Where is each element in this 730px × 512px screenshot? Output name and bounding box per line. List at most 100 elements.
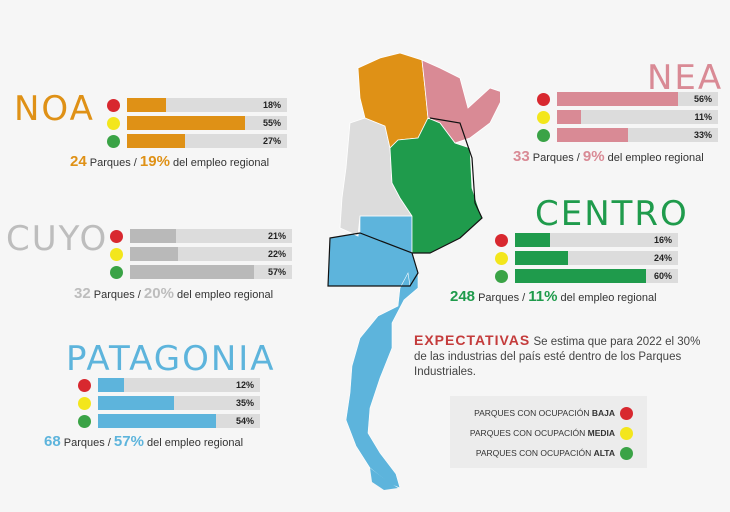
employment-pct: 9% xyxy=(582,148,605,165)
bar-track: 16% xyxy=(515,233,678,247)
occupancy-media-dot xyxy=(107,117,120,130)
bar-track: 27% xyxy=(127,134,287,148)
legend-media-dot xyxy=(620,427,633,440)
bar-label: 27% xyxy=(262,136,281,146)
bar-label: 35% xyxy=(235,398,254,408)
employment-pct: 57% xyxy=(113,433,144,450)
occupancy-baja-dot xyxy=(110,230,123,243)
region-title-patagonia: PATAGONIA xyxy=(66,339,276,379)
parks-label: Parques / xyxy=(532,152,580,164)
employment-label: del empleo regional xyxy=(560,292,657,304)
bar-label: 60% xyxy=(653,271,672,281)
parks-label: Parques / xyxy=(89,157,137,169)
occupancy-baja-dot xyxy=(78,379,91,392)
bar-track: 55% xyxy=(127,116,287,130)
bar-label: 22% xyxy=(267,249,286,259)
bar-label: 56% xyxy=(693,94,712,104)
summary-cuyo: 32 Parques / 20% del empleo regional xyxy=(74,285,273,302)
bar-nea-media xyxy=(557,110,581,124)
bar-track: 33% xyxy=(557,128,718,142)
legend-prefix: PARQUES CON OCUPACIÓN xyxy=(469,428,588,438)
expectativas-text: Se estima que para 2022 el 30% de las in… xyxy=(414,336,701,378)
parks-count: 33 xyxy=(513,148,530,165)
bar-label: 55% xyxy=(262,118,281,128)
employment-label: del empleo regional xyxy=(147,437,244,449)
legend-alta-dot xyxy=(620,447,633,460)
bar-label: 21% xyxy=(267,231,286,241)
bar-track: 21% xyxy=(130,229,292,243)
bar-track: 56% xyxy=(557,92,718,106)
bar-patagonia-baja xyxy=(98,378,125,392)
legend-baja-dot xyxy=(620,407,633,420)
parks-label: Parques / xyxy=(478,292,526,304)
occupancy-media-dot xyxy=(537,111,550,124)
summary-noa: 24 Parques / 19% del empleo regional xyxy=(70,153,269,170)
region-title-noa: NOA xyxy=(14,89,95,129)
occupancy-alta-dot xyxy=(495,270,508,283)
legend-item-alta: PARQUES CON OCUPACIÓN ALTA xyxy=(476,448,615,458)
bar-centro-media xyxy=(515,251,568,265)
parks-count: 248 xyxy=(450,288,476,305)
bar-centro-alta xyxy=(515,269,647,283)
legend-item-baja: PARQUES CON OCUPACIÓN BAJA xyxy=(474,408,615,418)
bar-patagonia-alta xyxy=(98,414,216,428)
bar-label: 57% xyxy=(267,267,286,277)
parks-label: Parques / xyxy=(63,437,111,449)
map-centro-outline xyxy=(412,117,483,254)
expectativas-block: EXPECTATIVAS Se estima que para 2022 el … xyxy=(414,333,706,380)
occupancy-alta-dot xyxy=(107,135,120,148)
legend-prefix: PARQUES CON OCUPACIÓN xyxy=(475,448,594,458)
summary-centro: 248 Parques / 11% del empleo regional xyxy=(450,288,657,305)
legend-level: MEDIA xyxy=(587,428,615,438)
bar-noa-baja xyxy=(127,98,166,112)
occupancy-media-dot xyxy=(110,248,123,261)
bar-centro-baja xyxy=(515,233,551,247)
employment-label: del empleo regional xyxy=(173,157,270,169)
occupancy-media-dot xyxy=(495,252,508,265)
bar-patagonia-media xyxy=(98,396,175,410)
region-title-centro: CENTRO xyxy=(535,194,689,234)
bar-label: 16% xyxy=(653,235,672,245)
occupancy-alta-dot xyxy=(537,129,550,142)
expectativas-title: EXPECTATIVAS xyxy=(414,332,531,348)
employment-pct: 20% xyxy=(143,285,174,302)
bar-track: 60% xyxy=(515,269,678,283)
bar-track: 22% xyxy=(130,247,292,261)
bar-track: 54% xyxy=(98,414,260,428)
summary-patagonia: 68 Parques / 57% del empleo regional xyxy=(44,433,243,450)
bar-label: 33% xyxy=(693,130,712,140)
occupancy-alta-dot xyxy=(110,266,123,279)
legend-item-media: PARQUES CON OCUPACIÓN MEDIA xyxy=(470,428,615,438)
map-region-patagonia xyxy=(327,215,419,489)
occupancy-baja-dot xyxy=(495,234,508,247)
employment-pct: 19% xyxy=(139,153,170,170)
bar-cuyo-media xyxy=(130,247,178,261)
bar-noa-alta xyxy=(127,134,186,148)
occupancy-legend xyxy=(450,396,647,468)
region-title-cuyo: CUYO xyxy=(6,219,109,259)
bar-cuyo-alta xyxy=(130,265,255,279)
employment-label: del empleo regional xyxy=(177,289,274,301)
map-patagonia-outline xyxy=(327,232,419,287)
summary-nea: 33 Parques / 9% del empleo regional xyxy=(513,148,704,165)
occupancy-baja-dot xyxy=(107,99,120,112)
legend-level: ALTA xyxy=(593,448,615,458)
bar-track: 18% xyxy=(127,98,287,112)
bar-label: 24% xyxy=(653,253,672,263)
employment-pct: 11% xyxy=(528,288,558,305)
bar-label: 12% xyxy=(235,380,254,390)
parks-count: 32 xyxy=(74,285,91,302)
occupancy-media-dot xyxy=(78,397,91,410)
parks-label: Parques / xyxy=(93,289,141,301)
employment-label: del empleo regional xyxy=(607,152,704,164)
region-title-nea: NEA xyxy=(647,58,724,98)
bar-track: 35% xyxy=(98,396,260,410)
bar-label: 18% xyxy=(262,100,281,110)
bar-label: 11% xyxy=(694,112,712,122)
bar-cuyo-baja xyxy=(130,229,176,243)
bar-track: 24% xyxy=(515,251,678,265)
bar-nea-alta xyxy=(557,128,629,142)
occupancy-baja-dot xyxy=(537,93,550,106)
bar-track: 12% xyxy=(98,378,260,392)
argentina-map xyxy=(327,52,500,490)
